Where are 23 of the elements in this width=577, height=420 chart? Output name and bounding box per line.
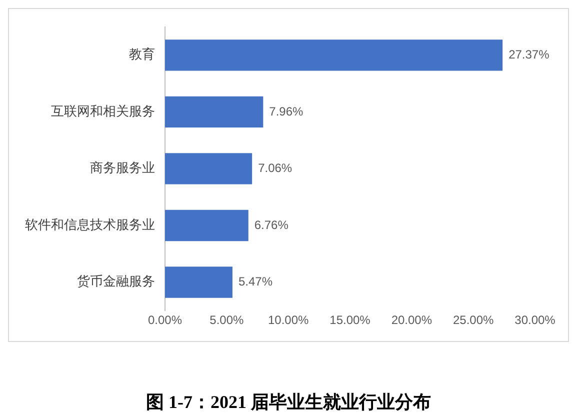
data-label: 6.76% — [254, 218, 289, 232]
x-tick-label: 15.00% — [330, 313, 371, 328]
x-tick-label: 20.00% — [391, 313, 432, 328]
bar — [165, 210, 248, 242]
text: 图 1-7：2021 届毕业生就业行业分布 — [145, 391, 432, 414]
bar — [165, 40, 503, 71]
bar — [165, 153, 252, 184]
x-tick-label: 10.00% — [268, 313, 310, 328]
x-tick-label: 25.00% — [452, 313, 494, 328]
x-tick-label: 0.00% — [148, 313, 182, 328]
data-label: 5.47% — [238, 274, 273, 289]
bar — [165, 96, 264, 128]
y-tick-label: 互联网和相关服务 — [51, 104, 155, 120]
data-label: 27.37% — [508, 47, 550, 62]
y-tick-label: 软件和信息技术服务业 — [25, 218, 155, 233]
y-tick-label: 商务服务业 — [90, 161, 155, 176]
y-tick-label: 货币金融服务 — [77, 274, 155, 290]
data-label: 7.06% — [258, 161, 292, 176]
x-tick-label: 30.00% — [514, 313, 556, 328]
bar — [165, 266, 232, 298]
y-tick-label: 教育 — [129, 46, 155, 63]
x-tick-label: 5.00% — [210, 313, 244, 328]
data-label: 7.96% — [269, 104, 304, 118]
